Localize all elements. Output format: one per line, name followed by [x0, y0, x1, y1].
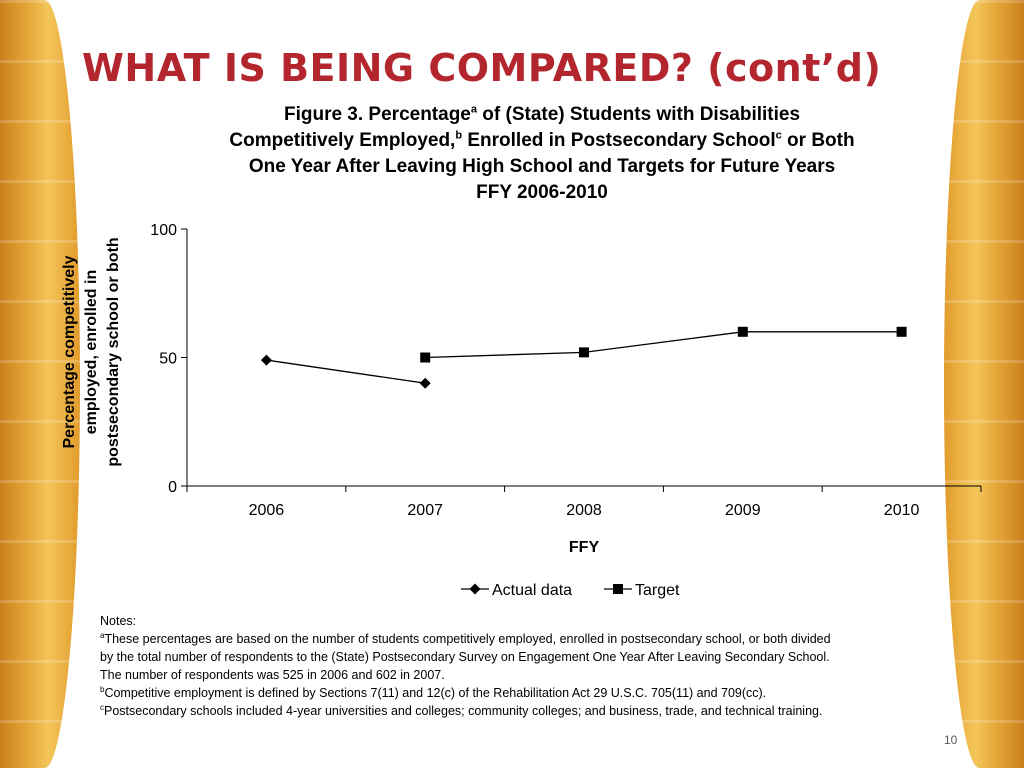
data-point-square [579, 347, 589, 358]
data-point-square [896, 326, 907, 337]
y-axis-title-line: Percentage competitively [61, 255, 78, 448]
x-tick-label: 2007 [407, 502, 443, 519]
note-text: Competitive employment is defined by Sec… [104, 686, 767, 700]
legend-marker-square [613, 584, 623, 594]
note-a-cont: The number of respondents was 525 in 200… [100, 668, 445, 682]
y-tick-label: 100 [150, 222, 177, 239]
legend-label: Target [635, 582, 680, 599]
y-axis-title-line: employed, enrolled in [83, 270, 100, 434]
figure-title-line-4: FFY 2006-2010 [476, 182, 608, 203]
x-tick-label: 2010 [884, 502, 920, 519]
figure-title-text: Competitively Employed, [229, 130, 456, 151]
y-axis-title-line: postsecondary school or both [105, 237, 122, 466]
page-number: 10 [944, 733, 958, 747]
figure-title-text: or Both [781, 130, 855, 151]
data-point-square [737, 326, 748, 337]
footnote-marker: b [100, 684, 105, 694]
figure-title-text: Figure 3. Percentage [283, 104, 471, 125]
left-decorative-band [0, 0, 80, 768]
x-tick-label: 2008 [566, 502, 602, 519]
note-b: bCompetitive employment is defined by Se… [100, 684, 985, 702]
footnote-marker: c [100, 702, 104, 712]
legend-label: Actual data [492, 582, 572, 599]
line-chart: 0 50 100 2006 2007 2008 2009 2010 FFY Percentage … [61, 222, 982, 599]
x-axis-title: FFY [569, 539, 600, 556]
series-line-2 [425, 331, 902, 359]
legend-marker-diamond [469, 583, 481, 595]
notes-heading: Notes: [100, 614, 137, 628]
y-tick-label: 0 [168, 479, 177, 496]
footnote-marker: a [470, 103, 477, 116]
right-decorative-band [944, 0, 1024, 768]
figure-title-line-3: One Year After Leaving High School and T… [248, 156, 836, 177]
figure-title-text: Enrolled in Postsecondary School [462, 130, 776, 151]
data-point-diamond [419, 377, 431, 389]
figure-title-line-2: Competitively Employed,b Enrolled in Pos… [150, 128, 934, 154]
y-axis-title: Percentage competitively employed, enroll… [61, 237, 122, 466]
footnote-marker: b [455, 129, 463, 142]
x-tick-label: 2006 [249, 502, 285, 519]
footnote-marker: c [775, 129, 782, 142]
figure-title: Figure 3. Percentagea of (State) Student… [150, 102, 934, 206]
y-tick-label: 50 [159, 351, 177, 368]
slide-title: WHAT IS BEING COMPARED? (cont’d) [82, 46, 882, 90]
x-tick-label: 2009 [725, 502, 761, 519]
notes: Notes: aThese percentages are based on t… [100, 612, 985, 720]
note-text: These percentages are based on the numbe… [104, 632, 831, 646]
note-text: Postsecondary schools included 4-year un… [104, 704, 823, 718]
figure-title-text: of (State) Students with Disabilities [477, 104, 801, 125]
data-point-diamond [260, 354, 272, 366]
note-a: aThese percentages are based on the numb… [100, 630, 985, 648]
note-a-cont: by the total number of respondents to th… [100, 650, 830, 664]
figure-title-line-1: Figure 3. Percentagea of (State) Student… [150, 102, 934, 128]
footnote-marker: a [100, 630, 105, 640]
note-c: cPostsecondary schools included 4-year u… [100, 702, 985, 720]
data-point-square [420, 352, 431, 363]
series-line-1 [266, 359, 426, 384]
